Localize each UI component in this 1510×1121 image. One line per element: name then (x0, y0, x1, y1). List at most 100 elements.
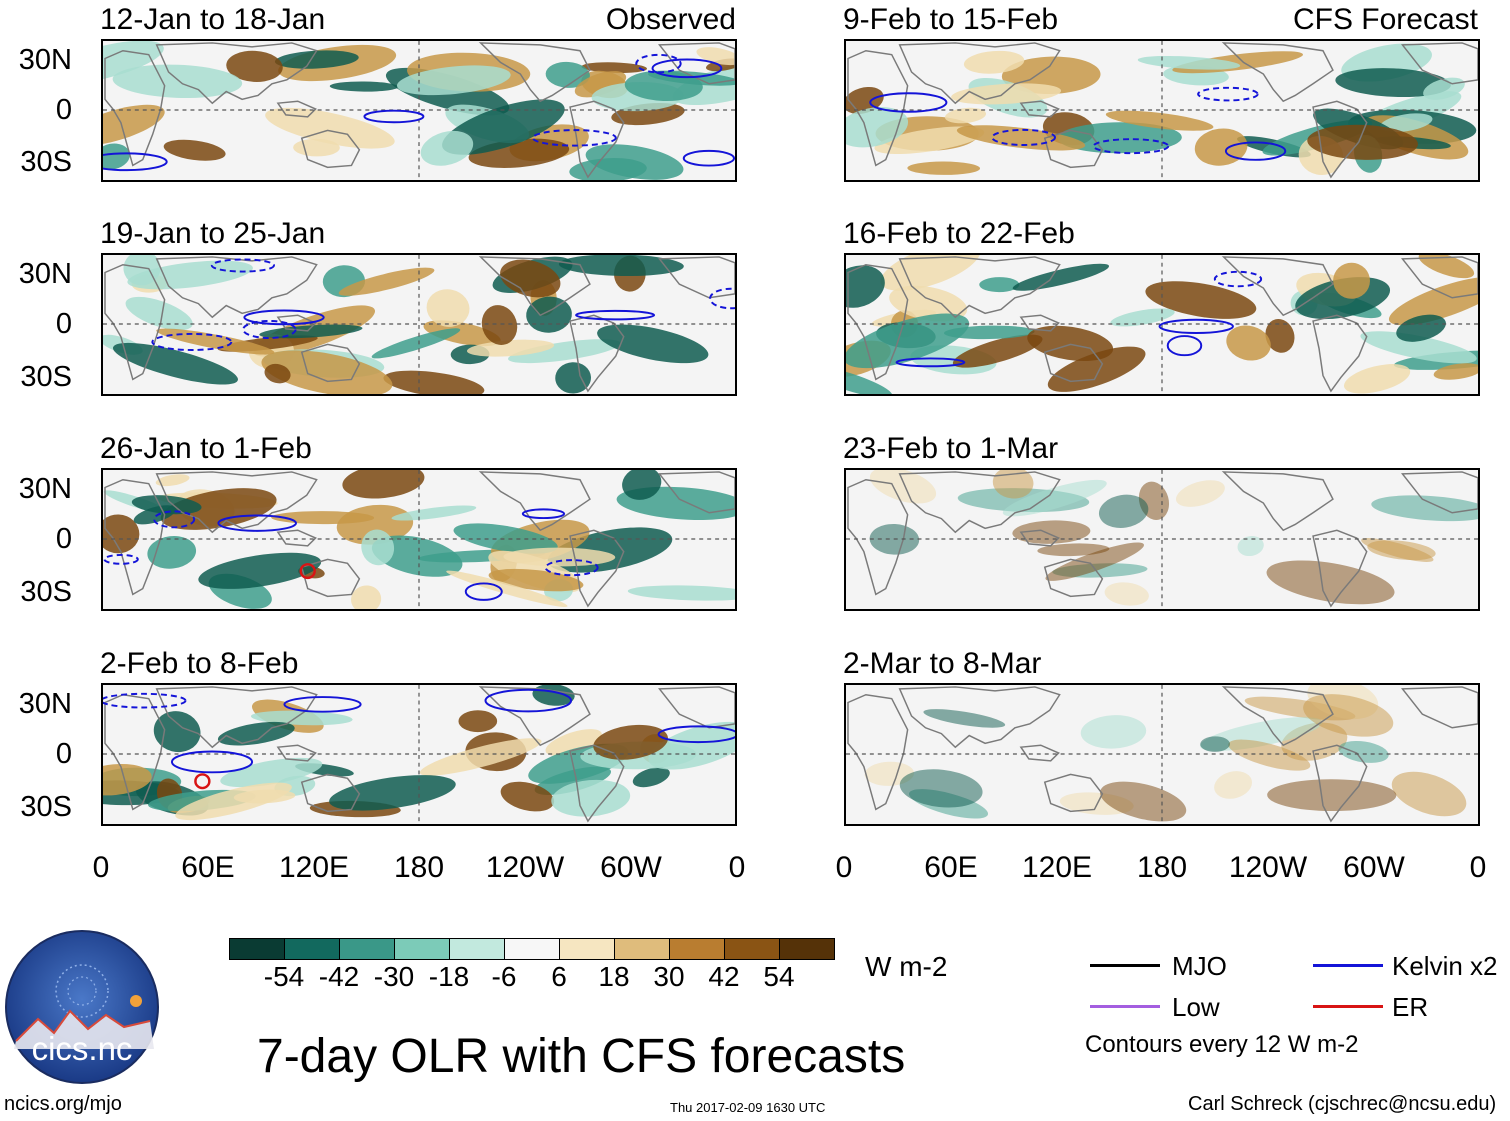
olr-anomaly-blob (371, 328, 461, 359)
footer-author: Carl Schreck (cjschrec@ncsu.edu) (1188, 1093, 1497, 1115)
olr-anomaly-blob (481, 305, 518, 345)
olr-anomaly-blob (423, 320, 501, 347)
olr-anomaly-blob (175, 782, 292, 821)
continent-outline (300, 558, 361, 598)
olr-anomaly-blob (545, 61, 590, 88)
olr-anomaly-blob (466, 339, 555, 357)
olr-anomaly-blob (581, 62, 647, 73)
lon-label-60w: 60W (1343, 851, 1405, 884)
kelvin-contour (283, 696, 362, 713)
olr-anomaly-blob (1002, 479, 1107, 517)
colorbar-cell (449, 938, 505, 960)
legend-line-low (1090, 1005, 1160, 1008)
olr-anomaly-blob (1080, 715, 1147, 749)
continent-outline (1043, 558, 1104, 598)
olr-anomaly-blob (1266, 560, 1395, 605)
olr-anomaly-blob (1379, 113, 1433, 133)
olr-anomaly-blob (1045, 542, 1144, 581)
colorbar (229, 938, 835, 960)
continent-outline (847, 478, 909, 596)
kelvin-contour (170, 750, 254, 774)
olr-anomaly-blob (265, 107, 395, 149)
lon-label-120e: 120E (278, 851, 350, 884)
olr-anomaly-blob (545, 729, 602, 756)
legend-line-er (1313, 1005, 1383, 1008)
lon-label-180: 180 (393, 851, 445, 884)
continent-outline (1312, 314, 1368, 393)
olr-anomaly-blob (198, 552, 322, 589)
continent-outline (104, 478, 166, 596)
olr-anomaly-blob (907, 161, 981, 175)
continent-outline (1401, 42, 1478, 85)
continent-outline (1221, 686, 1334, 747)
lon-label-60e: 60E (181, 851, 235, 884)
lat-label-30s: 30S (20, 576, 72, 608)
olr-anomaly-blob (923, 709, 1006, 728)
continent-outline (658, 471, 735, 514)
lat-label-eq: 0 (55, 308, 72, 340)
colorbar-label: -30 (373, 961, 415, 992)
colorbar-cell (284, 938, 340, 960)
continent-outline (1401, 256, 1478, 299)
map-panel-8 (844, 683, 1480, 826)
colorbar-cell (504, 938, 560, 960)
er-marker (194, 773, 211, 790)
continent-outline (569, 744, 625, 823)
olr-anomaly-blob (526, 296, 572, 333)
continent-outline (155, 471, 318, 534)
olr-anomaly-blob (153, 711, 201, 753)
olr-anomaly-blob (127, 260, 253, 290)
lat-label-30s: 30S (20, 791, 72, 823)
continent-outline (1312, 529, 1368, 608)
continent-outline (300, 773, 361, 813)
kelvin-contour (682, 149, 735, 167)
kelvin-contour (1224, 141, 1287, 161)
continent-outline (847, 693, 909, 811)
olr-anomaly-blob (1012, 520, 1091, 544)
figure-title: 7-day OLR with CFS forecasts (257, 1030, 906, 1083)
olr-anomaly-blob (846, 365, 893, 394)
lat-label-eq: 0 (55, 738, 72, 770)
olr-anomaly-blob (1371, 495, 1478, 522)
continent-outline (1019, 529, 1060, 547)
panel-title-3: 26-Jan to 1-Feb (100, 432, 312, 465)
olr-anomaly-blob (112, 342, 238, 385)
continent-outline (104, 49, 166, 167)
olr-anomaly-blob (1307, 124, 1418, 160)
olr-anomaly-blob (1237, 535, 1264, 557)
continent-outline (898, 256, 1061, 319)
colorbar-label: 54 (763, 961, 795, 992)
continent-outline (1221, 256, 1334, 317)
olr-anomaly-blob (391, 505, 477, 521)
continent-outline (847, 263, 909, 381)
kelvin-contour (991, 128, 1056, 146)
lon-label-0: 0 (92, 851, 110, 884)
olr-anomaly-blob (593, 724, 668, 760)
olr-anomaly-blob (1100, 781, 1187, 822)
kelvin-contour (103, 152, 168, 172)
olr-anomaly-blob (160, 488, 277, 530)
map-panel-7 (844, 468, 1480, 611)
olr-anomaly-blob (869, 470, 937, 504)
panel-title-4: 2-Feb to 8-Feb (100, 647, 299, 680)
kelvin-contour (544, 559, 599, 577)
panel-source-observed: Observed (605, 3, 736, 36)
olr-anomaly-blob (1145, 281, 1257, 319)
continent-outline (155, 256, 318, 319)
olr-anomaly-blob (1226, 325, 1271, 361)
kelvin-contour (464, 582, 503, 601)
continent-outline (300, 343, 361, 383)
lat-label-eq: 0 (55, 523, 72, 555)
olr-anomaly-blob (500, 259, 561, 298)
footer-timestamp: Thu 2017-02-09 1630 UTC (670, 1100, 826, 1115)
olr-anomaly-blob (446, 570, 568, 608)
panel-source-cfs: CFS Forecast (1292, 3, 1478, 36)
olr-anomaly-blob (1012, 263, 1109, 291)
kelvin-contour (210, 258, 275, 273)
kelvin-contour (217, 514, 297, 532)
olr-anomaly-blob (420, 130, 474, 166)
lat-label-eq: 0 (55, 94, 72, 126)
olr-anomaly-blob (1396, 314, 1446, 342)
olr-anomaly-blob (453, 523, 558, 554)
olr-anomaly-blob (597, 324, 709, 364)
